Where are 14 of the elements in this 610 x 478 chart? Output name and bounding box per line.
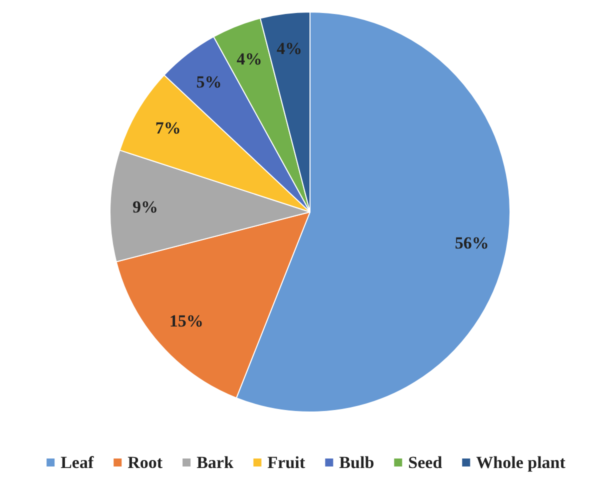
data-label: 56% [454,233,489,252]
data-label: 7% [155,118,181,138]
legend-label: Whole plant [476,453,566,472]
data-label: 4% [236,49,262,68]
data-label: 5% [196,72,222,92]
legend-label: Bulb [339,453,374,472]
legend-label: Seed [408,453,443,472]
legend-label: Bark [196,453,234,472]
legend-label: Leaf [60,453,94,472]
legend-label: Fruit [267,453,306,472]
data-label: 15% [169,311,204,330]
data-label: 4% [276,39,302,58]
legend-label: Root [128,453,163,472]
data-label: 9% [132,197,158,216]
